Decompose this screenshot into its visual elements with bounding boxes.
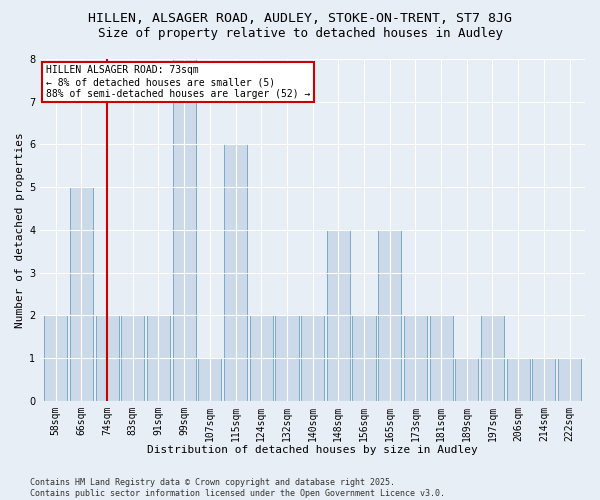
Bar — [147, 316, 170, 400]
Bar — [250, 316, 273, 400]
Bar — [275, 316, 299, 400]
Text: Contains HM Land Registry data © Crown copyright and database right 2025.
Contai: Contains HM Land Registry data © Crown c… — [30, 478, 445, 498]
Bar — [70, 187, 93, 400]
Bar — [198, 358, 221, 401]
Bar — [455, 358, 478, 401]
Bar — [44, 316, 67, 400]
Bar — [327, 230, 350, 400]
Y-axis label: Number of detached properties: Number of detached properties — [15, 132, 25, 328]
Text: Size of property relative to detached houses in Audley: Size of property relative to detached ho… — [97, 28, 503, 40]
Bar — [404, 316, 427, 400]
Text: HILLEN ALSAGER ROAD: 73sqm
← 8% of detached houses are smaller (5)
88% of semi-d: HILLEN ALSAGER ROAD: 73sqm ← 8% of detac… — [46, 66, 310, 98]
Bar — [532, 358, 556, 401]
Bar — [352, 316, 376, 400]
Bar — [481, 316, 504, 400]
Bar — [430, 316, 452, 400]
Bar — [506, 358, 530, 401]
Text: HILLEN, ALSAGER ROAD, AUDLEY, STOKE-ON-TRENT, ST7 8JG: HILLEN, ALSAGER ROAD, AUDLEY, STOKE-ON-T… — [88, 12, 512, 26]
Bar — [378, 230, 401, 400]
Bar — [121, 316, 145, 400]
Bar — [301, 316, 324, 400]
Bar — [173, 59, 196, 400]
X-axis label: Distribution of detached houses by size in Audley: Distribution of detached houses by size … — [147, 445, 478, 455]
Bar — [224, 144, 247, 400]
Bar — [558, 358, 581, 401]
Bar — [95, 316, 119, 400]
